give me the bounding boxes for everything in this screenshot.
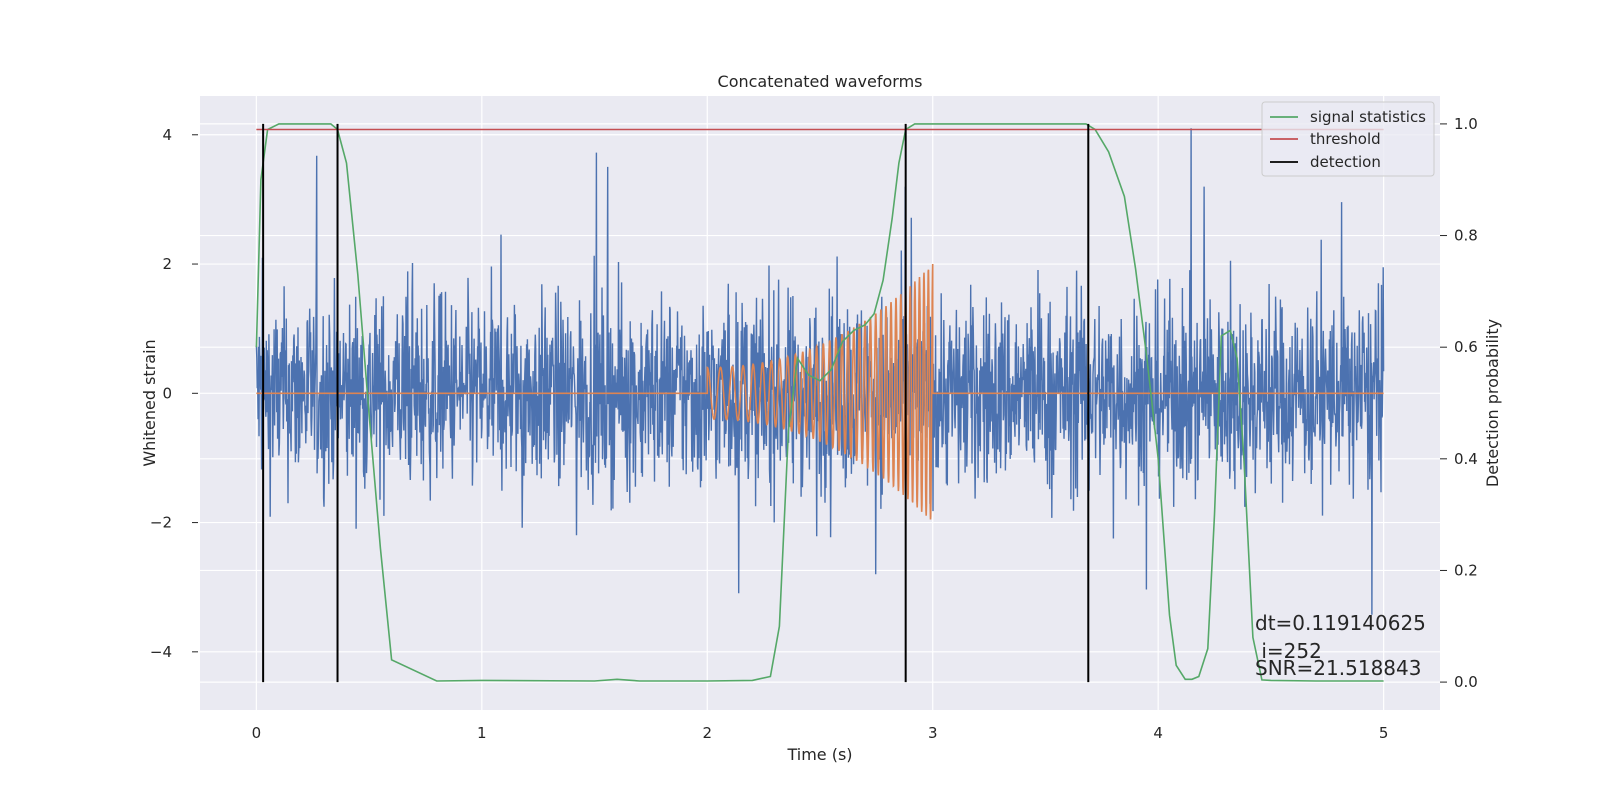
- x-tick-label: 2: [702, 724, 712, 742]
- x-tick-label: 4: [1153, 724, 1163, 742]
- legend-label-detection: detection: [1310, 153, 1381, 171]
- x-tick-label: 0: [252, 724, 262, 742]
- left-axis-label: Whitened strain: [140, 339, 159, 466]
- legend-box: [1261, 101, 1435, 177]
- right-axis-ticks: 0.0 0.2 0.4 0.6 0.8 1.0: [1440, 115, 1478, 691]
- chart-title: Concatenated waveforms: [718, 72, 923, 91]
- signal-statistics-line: [255, 123, 1384, 682]
- left-tick-label: 0: [162, 384, 172, 402]
- injected-waveform-line: [256, 263, 1384, 520]
- right-axis-label: Detection probability: [1483, 319, 1502, 487]
- x-tick-label: 5: [1379, 724, 1389, 742]
- annotation-dt: dt=0.119140625: [1255, 611, 1426, 635]
- detection-lines: [262, 123, 1090, 683]
- x-axis-label: Time (s): [786, 745, 852, 764]
- legend: signal statistics threshold detection: [1261, 101, 1435, 177]
- x-axis-ticks: 0 1 2 3 4 5: [252, 724, 1389, 742]
- x-tick-label: 3: [928, 724, 938, 742]
- annotation-snr: SNR=21.518843: [1255, 656, 1421, 680]
- right-tick-label: 0.0: [1454, 673, 1478, 691]
- right-tick-label: 0.2: [1454, 561, 1478, 579]
- right-tick-label: 1.0: [1454, 115, 1478, 133]
- left-tick-label: −4: [150, 643, 172, 661]
- annotation-index: i=252: [1255, 639, 1322, 663]
- left-tick-label: 2: [162, 255, 172, 273]
- legend-label-threshold: threshold: [1310, 130, 1381, 148]
- left-axis-ticks: −4 −2 0 2 4: [150, 126, 198, 661]
- left-tick-label: 4: [162, 126, 172, 144]
- annotation: dt=0.119140625 i=252 SNR=21.518843: [1255, 611, 1426, 680]
- legend-label-signal-statistics: signal statistics: [1310, 108, 1426, 126]
- right-tick-label: 0.4: [1454, 450, 1478, 468]
- left-tick-label: −2: [150, 514, 172, 532]
- right-tick-label: 0.8: [1454, 227, 1478, 245]
- right-tick-label: 0.6: [1454, 338, 1478, 356]
- x-tick-label: 1: [477, 724, 487, 742]
- noise-series-line: [255, 128, 1385, 615]
